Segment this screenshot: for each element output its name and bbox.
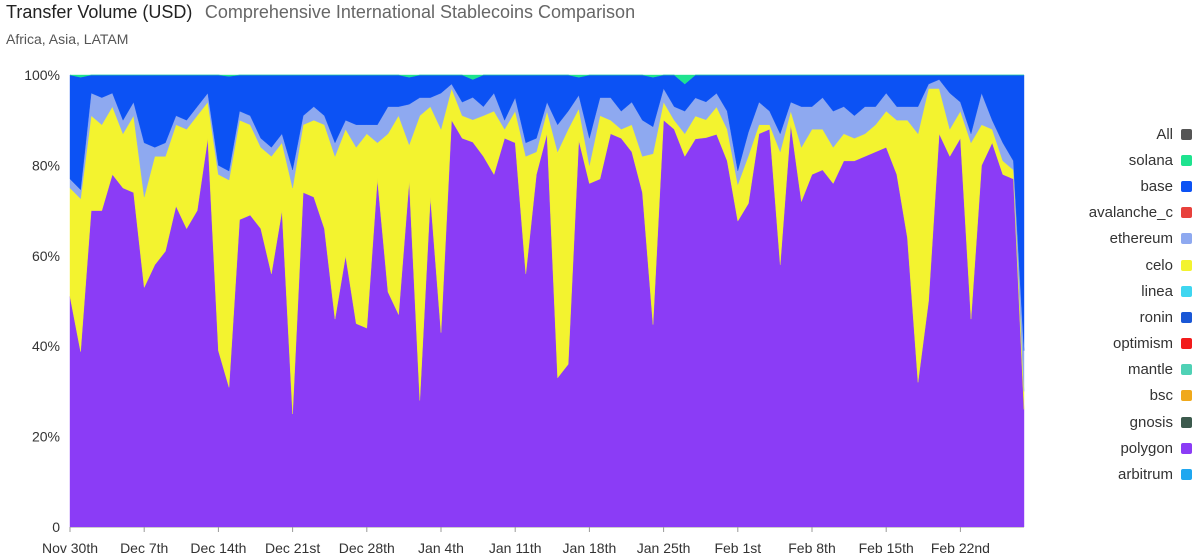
y-tick-label: 80% [32, 157, 60, 173]
x-tick-label: Nov 30th [42, 540, 98, 556]
legend-label: ethereum [1109, 230, 1173, 248]
legend-label: All [1156, 125, 1173, 143]
x-tick-label: Dec 14th [190, 540, 246, 556]
x-tick-label: Feb 22nd [931, 540, 990, 556]
area-solana [69, 74, 1024, 85]
chart-header: Transfer Volume (USD) Comprehensive Inte… [6, 2, 635, 23]
legend-swatch-mantle [1181, 364, 1192, 376]
legend-label: optimism [1112, 335, 1173, 353]
legend-label: ronin [1139, 308, 1173, 326]
legend-item-base[interactable]: base [1032, 173, 1192, 199]
legend-swatch-bsc [1181, 390, 1192, 402]
legend-swatch-All [1181, 128, 1192, 140]
legend-item-arbitrum[interactable]: arbitrum [1032, 461, 1192, 487]
legend-swatch-avalanche_c [1181, 207, 1192, 219]
x-tick-label: Feb 1st [714, 540, 761, 556]
legend-label: celo [1145, 256, 1173, 274]
x-tick-label: Dec 7th [120, 540, 168, 556]
x-tick-label: Jan 25th [637, 540, 691, 556]
legend-label: arbitrum [1117, 466, 1173, 484]
region-filter-text: Africa, Asia, LATAM [6, 31, 129, 47]
x-tick-label: Dec 28th [339, 540, 395, 556]
legend-item-solana[interactable]: solana [1032, 147, 1192, 173]
legend-swatch-polygon [1181, 442, 1192, 454]
x-tick-label: Jan 18th [563, 540, 617, 556]
legend-item-gnosis[interactable]: gnosis [1032, 409, 1192, 435]
legend-swatch-linea [1181, 285, 1192, 297]
x-tick-label: Feb 15th [859, 540, 914, 556]
y-tick-label: 20% [32, 429, 60, 445]
legend-item-bsc[interactable]: bsc [1032, 383, 1192, 409]
x-tick-label: Jan 11th [489, 540, 542, 556]
chart-subtitle: Comprehensive International Stablecoins … [204, 2, 636, 22]
legend-item-celo[interactable]: celo [1032, 252, 1192, 278]
legend-label: avalanche_c [1088, 204, 1173, 222]
legend-swatch-solana [1181, 154, 1192, 166]
legend-swatch-optimism [1181, 338, 1192, 350]
x-tick-label: Dec 21st [265, 540, 320, 556]
legend-swatch-base [1181, 180, 1192, 192]
legend-swatch-celo [1181, 259, 1192, 271]
y-tick-label: 100% [24, 67, 60, 83]
chart-title: Transfer Volume (USD) [6, 2, 193, 22]
legend-item-ronin[interactable]: ronin [1032, 304, 1192, 330]
legend-label: mantle [1127, 361, 1173, 379]
legend-item-linea[interactable]: linea [1032, 278, 1192, 304]
legend-swatch-arbitrum [1181, 469, 1192, 481]
legend-item-ethereum[interactable]: ethereum [1032, 226, 1192, 252]
y-tick-label: 60% [32, 248, 60, 264]
legend-label: solana [1128, 151, 1173, 169]
legend-swatch-ronin [1181, 311, 1192, 323]
legend-item-polygon[interactable]: polygon [1032, 435, 1192, 461]
legend-label: gnosis [1129, 413, 1173, 431]
y-tick-label: 0 [52, 519, 60, 535]
legend-item-All[interactable]: All [1032, 121, 1192, 147]
legend-item-optimism[interactable]: optimism [1032, 331, 1192, 357]
legend-label: base [1140, 177, 1173, 195]
legend-swatch-ethereum [1181, 233, 1192, 245]
y-tick-label: 40% [32, 338, 60, 354]
legend-label: bsc [1149, 387, 1173, 405]
x-tick-label: Jan 4th [418, 540, 464, 556]
legend-label: polygon [1120, 439, 1173, 457]
legend-label: linea [1141, 282, 1173, 300]
x-tick-label: Feb 8th [788, 540, 835, 556]
chart-legend: All solana base avalanche_c ethereum celo line… [1032, 121, 1192, 488]
legend-item-avalanche_c[interactable]: avalanche_c [1032, 200, 1192, 226]
legend-item-mantle[interactable]: mantle [1032, 357, 1192, 383]
legend-swatch-gnosis [1181, 416, 1192, 428]
